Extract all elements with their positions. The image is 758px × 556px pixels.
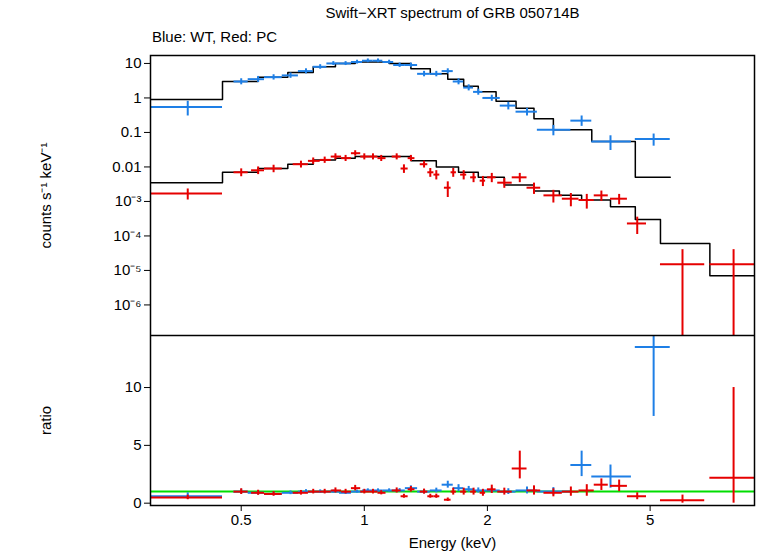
html-text:Blue: WT, Red: PC: Blue: WT, Red: PC xyxy=(152,28,277,45)
svg-text:1: 1 xyxy=(360,511,368,528)
html-text:Swift−XRT spectrum of GRB 0507: Swift−XRT spectrum of GRB 050714B xyxy=(325,4,580,21)
svg-text:10⁻³: 10⁻³ xyxy=(115,192,142,209)
svg-text:0.1: 0.1 xyxy=(121,123,142,140)
svg-text:counts s⁻¹ keV⁻¹: counts s⁻¹ keV⁻¹ xyxy=(37,143,54,249)
svg-text:10: 10 xyxy=(125,378,142,395)
svg-text:10⁻⁴: 10⁻⁴ xyxy=(113,227,141,244)
svg-text:ratio: ratio xyxy=(37,406,54,435)
svg-text:2: 2 xyxy=(483,511,491,528)
svg-text:5: 5 xyxy=(646,511,654,528)
svg-text:0: 0 xyxy=(133,494,141,511)
svg-text:Energy (keV): Energy (keV) xyxy=(409,534,497,551)
svg-text:10: 10 xyxy=(125,54,142,71)
svg-text:0.01: 0.01 xyxy=(112,158,141,175)
svg-text:10⁻⁵: 10⁻⁵ xyxy=(114,261,142,278)
svg-text:0.5: 0.5 xyxy=(231,511,252,528)
svg-text:1: 1 xyxy=(133,89,141,106)
svg-text:5: 5 xyxy=(133,436,141,453)
svg-text:10⁻⁶: 10⁻⁶ xyxy=(114,296,142,313)
